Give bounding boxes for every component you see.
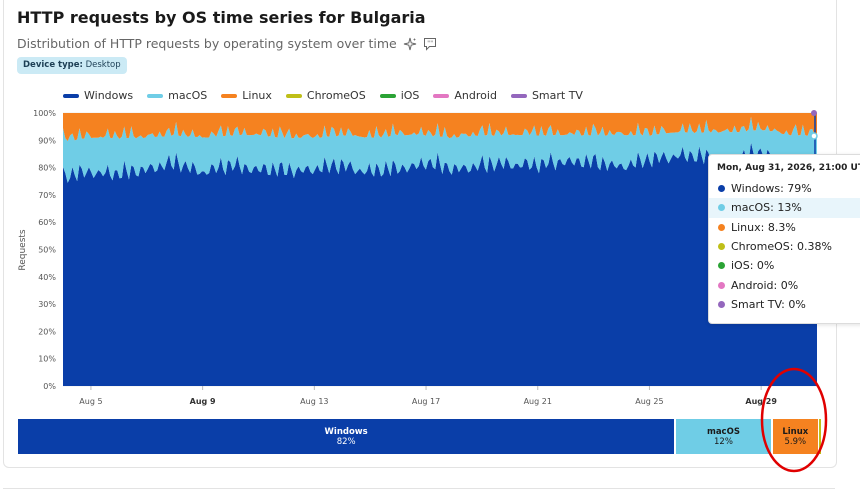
y-axis-label: Requests (18, 229, 28, 271)
tooltip-row-chromeos: ChromeOS: 0.38% (709, 237, 860, 256)
hover-marker (810, 132, 818, 140)
chart-subtitle: Distribution of HTTP requests by operati… (17, 36, 437, 51)
tooltip-text: Android: 0% (731, 278, 799, 292)
y-tick-label: 20% (38, 327, 56, 336)
x-tick-label: Aug 21 (524, 397, 552, 406)
y-tick-label: 50% (38, 246, 56, 255)
share-segment-linux[interactable]: Linux 5.9% (772, 419, 818, 454)
tooltip-text: Windows: 79% (731, 182, 812, 196)
share-segment-macos[interactable]: macOS 12% (676, 419, 771, 454)
y-tick-label: 40% (38, 273, 56, 282)
y-tick-label: 0% (43, 382, 56, 391)
x-tick-label: Aug 5 (79, 397, 102, 406)
tooltip-row-smart-tv: Smart TV: 0% (709, 295, 860, 314)
hover-marker (811, 110, 817, 116)
x-tick-label: Aug 17 (412, 397, 440, 406)
y-tick-label: 100% (33, 109, 56, 118)
tooltip-text: Linux: 8.3% (731, 220, 796, 234)
chart-legend: Windows macOS Linux ChromeOS iOS Android Smart… (63, 89, 583, 102)
legend-item-android[interactable]: Android (433, 89, 497, 102)
x-tick-label: Aug 9 (190, 397, 216, 406)
tooltip-dot (718, 243, 725, 251)
share-segment-windows[interactable]: Windows 82% (18, 419, 675, 454)
legend-label: iOS (400, 89, 420, 102)
tooltip-text: macOS: 13% (731, 201, 802, 215)
x-tick-label: Aug 25 (635, 397, 663, 406)
legend-swatch (147, 93, 164, 98)
legend-item-windows[interactable]: Windows (63, 89, 133, 102)
legend-item-macos[interactable]: macOS (147, 89, 207, 102)
divider (3, 488, 835, 489)
area-macos[interactable] (63, 116, 817, 183)
y-tick-label: 70% (38, 191, 56, 200)
share-pct: 82% (336, 436, 356, 447)
tooltip-dot (718, 204, 725, 212)
tooltip-dot (718, 281, 725, 289)
legend-swatch (221, 93, 238, 98)
badge-value: Desktop (85, 60, 121, 70)
chart-title: HTTP requests by OS time series for Bulg… (17, 8, 426, 27)
legend-item-smart-tv[interactable]: Smart TV (510, 89, 583, 102)
share-segment-chromeos (819, 419, 821, 454)
chart-tooltip: Mon, Aug 31, 2026, 21:00 UTC Windows: 79… (708, 154, 860, 324)
tooltip-dot (718, 185, 725, 193)
y-tick-label: 80% (38, 164, 56, 173)
legend-swatch (379, 93, 396, 98)
legend-item-linux[interactable]: Linux (221, 89, 272, 102)
tooltip-row-macos: macOS: 13% (709, 198, 860, 218)
quote-comment-icon[interactable]: " " (423, 37, 437, 51)
legend-label: Smart TV (531, 89, 583, 102)
tooltip-row-linux: Linux: 8.3% (709, 218, 860, 237)
legend-label: macOS (168, 89, 208, 102)
tooltip-dot (718, 262, 725, 270)
share-name: Windows (324, 426, 368, 437)
tooltip-dot (718, 223, 725, 231)
legend-label: Windows (84, 89, 134, 102)
legend-swatch (63, 93, 79, 98)
area-linux[interactable] (63, 113, 817, 141)
area-windows[interactable] (63, 142, 817, 386)
legend-label: Android (454, 89, 497, 102)
share-name: Linux (782, 426, 809, 437)
tooltip-row-windows: Windows: 79% (709, 179, 860, 198)
y-tick-label: 90% (38, 136, 56, 145)
share-pct: 12% (714, 436, 733, 447)
chart-subtitle-text: Distribution of HTTP requests by operati… (17, 36, 397, 51)
tooltip-row-ios: iOS: 0% (709, 256, 860, 275)
y-tick-label: 10% (38, 355, 56, 364)
legend-swatch (433, 93, 450, 98)
tooltip-row-android: Android: 0% (709, 275, 860, 294)
tooltip-dot (718, 300, 725, 308)
legend-swatch (285, 93, 302, 98)
sparkle-icon[interactable] (403, 37, 417, 51)
tooltip-time: Mon, Aug 31, 2026, 21:00 UTC (717, 163, 860, 173)
legend-label: Linux (242, 89, 272, 102)
share-name: macOS (706, 426, 740, 437)
y-tick-label: 60% (38, 218, 56, 227)
device-type-badge[interactable]: Device type: Desktop (17, 57, 127, 74)
legend-item-chromeos[interactable]: ChromeOS (285, 89, 366, 102)
tooltip-text: Smart TV: 0% (731, 297, 806, 311)
x-tick-label: Aug 29 (745, 397, 777, 406)
share-pct: 5.9% (784, 436, 807, 447)
svg-text:": " (430, 40, 433, 47)
legend-swatch (510, 93, 527, 98)
x-tick-label: Aug 13 (300, 397, 328, 406)
badge-key: Device type: (23, 60, 83, 70)
svg-text:": " (427, 40, 430, 47)
legend-item-ios[interactable]: iOS (379, 89, 420, 102)
legend-label: ChromeOS (306, 89, 366, 102)
tooltip-text: ChromeOS: 0.38% (731, 240, 832, 254)
y-tick-label: 30% (38, 300, 56, 309)
tooltip-text: iOS: 0% (731, 259, 775, 273)
